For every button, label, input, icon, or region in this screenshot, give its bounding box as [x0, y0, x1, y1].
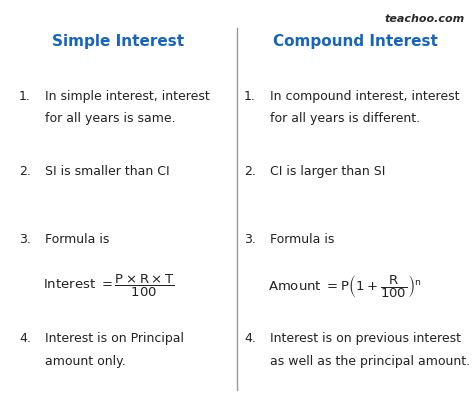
Text: Interest is on previous interest: Interest is on previous interest	[270, 332, 461, 345]
Text: for all years is same.: for all years is same.	[45, 112, 176, 125]
Text: In compound interest, interest: In compound interest, interest	[270, 90, 460, 103]
Text: 4.: 4.	[244, 332, 256, 345]
Text: SI is smaller than CI: SI is smaller than CI	[45, 165, 170, 178]
Text: Interest $\mathregular{= \dfrac{P \times R \times T}{100}}$: Interest $\mathregular{= \dfrac{P \times…	[43, 273, 174, 299]
Text: Simple Interest: Simple Interest	[53, 34, 184, 49]
Text: 3.: 3.	[244, 233, 256, 246]
Text: 3.: 3.	[19, 233, 31, 246]
Text: Compound Interest: Compound Interest	[273, 34, 438, 49]
Text: as well as the principal amount.: as well as the principal amount.	[270, 355, 470, 368]
Text: 1.: 1.	[19, 90, 31, 103]
Text: Formula is: Formula is	[45, 233, 109, 246]
Text: Amount $\mathregular{= P\left(1 + \dfrac{R}{100}\right)^{n}}$: Amount $\mathregular{= P\left(1 + \dfrac…	[268, 273, 421, 300]
Text: 2.: 2.	[19, 165, 31, 178]
Text: for all years is different.: for all years is different.	[270, 112, 420, 125]
Text: CI is larger than SI: CI is larger than SI	[270, 165, 385, 178]
Text: 4.: 4.	[19, 332, 31, 345]
Text: 2.: 2.	[244, 165, 256, 178]
Text: Formula is: Formula is	[270, 233, 335, 246]
Text: amount only.: amount only.	[45, 355, 126, 368]
Text: teachoo.com: teachoo.com	[384, 14, 465, 24]
Text: Interest is on Principal: Interest is on Principal	[45, 332, 184, 345]
Text: In simple interest, interest: In simple interest, interest	[45, 90, 210, 103]
Text: 1.: 1.	[244, 90, 256, 103]
